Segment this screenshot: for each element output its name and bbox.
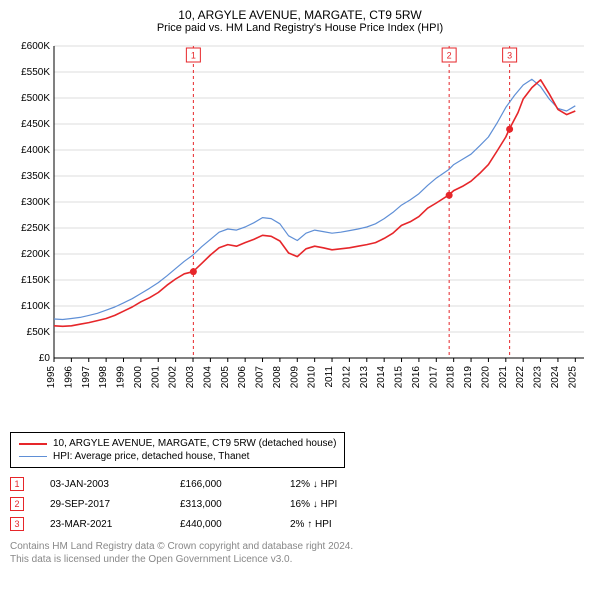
svg-text:2017: 2017 [428, 366, 439, 389]
svg-text:2004: 2004 [202, 366, 213, 389]
svg-text:1999: 1999 [116, 366, 127, 389]
svg-text:2: 2 [447, 51, 452, 61]
svg-text:2005: 2005 [220, 366, 231, 389]
svg-text:2024: 2024 [550, 366, 561, 389]
event-row: 3 23-MAR-2021 £440,000 2% ↑ HPI [10, 514, 590, 534]
event-marker-icon: 1 [10, 477, 24, 491]
legend: 10, ARGYLE AVENUE, MARGATE, CT9 5RW (det… [10, 432, 345, 468]
legend-label: 10, ARGYLE AVENUE, MARGATE, CT9 5RW (det… [53, 438, 336, 449]
chart-subtitle: Price paid vs. HM Land Registry's House … [10, 22, 590, 34]
legend-swatch [19, 456, 47, 457]
svg-text:2021: 2021 [498, 366, 509, 389]
svg-text:2019: 2019 [463, 366, 474, 389]
chart-svg: £0 £50K £100K £150K £200K £250K £300K £350K £400… [10, 40, 590, 400]
svg-text:£500K: £500K [21, 93, 50, 104]
svg-text:1997: 1997 [81, 366, 92, 389]
legend-item: 10, ARGYLE AVENUE, MARGATE, CT9 5RW (det… [19, 437, 336, 450]
svg-text:1996: 1996 [63, 366, 74, 389]
svg-text:2016: 2016 [411, 366, 422, 389]
svg-text:£600K: £600K [21, 41, 50, 52]
svg-text:£150K: £150K [21, 275, 50, 286]
event-price: £313,000 [180, 499, 270, 510]
event-row: 2 29-SEP-2017 £313,000 16% ↓ HPI [10, 494, 590, 514]
legend-swatch [19, 443, 47, 445]
svg-text:2009: 2009 [289, 366, 300, 389]
svg-text:1: 1 [191, 51, 196, 61]
svg-text:2018: 2018 [446, 366, 457, 389]
svg-text:2001: 2001 [150, 366, 161, 389]
svg-text:2008: 2008 [272, 366, 283, 389]
svg-text:£400K: £400K [21, 145, 50, 156]
events-table: 1 03-JAN-2003 £166,000 12% ↓ HPI 2 29-SEP-201… [10, 474, 590, 534]
event-row: 1 03-JAN-2003 £166,000 12% ↓ HPI [10, 474, 590, 494]
svg-text:£100K: £100K [21, 301, 50, 312]
svg-text:2011: 2011 [324, 366, 335, 388]
svg-text:£50K: £50K [27, 327, 51, 338]
title-block: 10, ARGYLE AVENUE, MARGATE, CT9 5RW Pric… [10, 8, 590, 34]
svg-text:£0: £0 [39, 353, 51, 364]
event-price: £440,000 [180, 519, 270, 530]
attribution-line1: Contains HM Land Registry data © Crown c… [10, 540, 590, 553]
event-diff: 16% ↓ HPI [290, 499, 370, 510]
chart-container: 10, ARGYLE AVENUE, MARGATE, CT9 5RW Pric… [0, 0, 600, 590]
svg-text:2014: 2014 [376, 366, 387, 389]
event-date: 29-SEP-2017 [50, 499, 160, 510]
svg-text:2013: 2013 [359, 366, 370, 389]
svg-text:£450K: £450K [21, 119, 50, 130]
event-marker-icon: 3 [10, 517, 24, 531]
event-diff: 12% ↓ HPI [290, 479, 370, 490]
svg-text:2020: 2020 [480, 366, 491, 389]
svg-text:2022: 2022 [515, 366, 526, 389]
event-marker-icon: 2 [10, 497, 24, 511]
svg-text:£200K: £200K [21, 249, 50, 260]
svg-text:2015: 2015 [394, 366, 405, 389]
svg-text:1998: 1998 [98, 366, 109, 389]
attribution-line2: This data is licensed under the Open Gov… [10, 553, 590, 566]
svg-text:2023: 2023 [533, 366, 544, 389]
svg-text:2006: 2006 [237, 366, 248, 389]
legend-item: HPI: Average price, detached house, Than… [19, 450, 336, 463]
svg-text:£550K: £550K [21, 67, 50, 78]
svg-text:2010: 2010 [307, 366, 318, 389]
attribution: Contains HM Land Registry data © Crown c… [10, 540, 590, 566]
svg-text:2007: 2007 [255, 366, 266, 389]
chart-title: 10, ARGYLE AVENUE, MARGATE, CT9 5RW [10, 8, 590, 22]
legend-label: HPI: Average price, detached house, Than… [53, 451, 249, 462]
svg-text:3: 3 [507, 51, 512, 61]
svg-text:£250K: £250K [21, 223, 50, 234]
svg-text:1995: 1995 [46, 366, 57, 389]
svg-text:2002: 2002 [168, 366, 179, 389]
event-date: 03-JAN-2003 [50, 479, 160, 490]
chart-area: £0 £50K £100K £150K £200K £250K £300K £350K £400… [10, 40, 590, 430]
svg-text:£300K: £300K [21, 197, 50, 208]
svg-text:2012: 2012 [341, 366, 352, 389]
event-price: £166,000 [180, 479, 270, 490]
svg-text:2000: 2000 [133, 366, 144, 389]
svg-text:£350K: £350K [21, 171, 50, 182]
svg-text:2003: 2003 [185, 366, 196, 389]
event-diff: 2% ↑ HPI [290, 519, 370, 530]
svg-text:2025: 2025 [567, 366, 578, 389]
event-date: 23-MAR-2021 [50, 519, 160, 530]
